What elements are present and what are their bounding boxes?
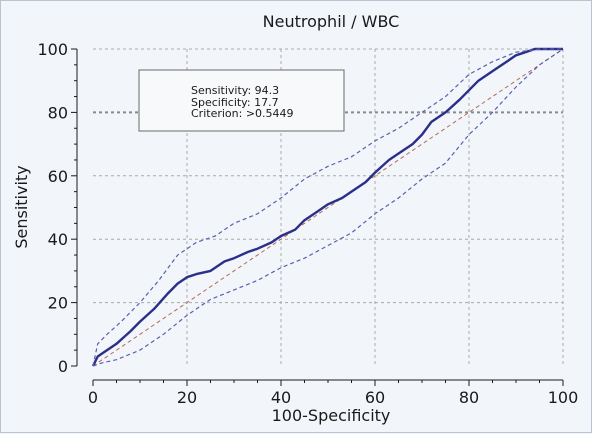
x-tick-label: 80 [459, 388, 479, 407]
x-tick-label: 60 [365, 388, 385, 407]
axes: 0 20 40 60 80 100 0 20 40 60 80 100 [37, 40, 578, 407]
x-axis-label: 100-Specificity [272, 406, 391, 425]
y-axis-label: Sensitivity [12, 165, 31, 248]
annotation-sensitivity: Sensitivity: 94.3 [191, 84, 279, 97]
annotation-box-frame [138, 69, 345, 132]
y-tick-label: 80 [48, 103, 68, 122]
chart-title: Neutrophil / WBC [263, 12, 400, 31]
annotation-box: Sensitivity: 94.3 Specificity: 17.7 Crit… [138, 69, 345, 132]
reference-line [92, 48, 564, 367]
y-tick-label: 40 [48, 230, 68, 249]
y-tick-label: 100 [37, 40, 68, 59]
reference-diagonal [92, 48, 564, 367]
x-tick-label: 0 [88, 388, 98, 407]
annotation-criterion: Criterion: >0.5449 [191, 107, 294, 120]
x-tick-label: 100 [548, 388, 579, 407]
y-tick-label: 0 [58, 357, 68, 376]
x-tick-label: 40 [271, 388, 291, 407]
x-tick-label: 20 [177, 388, 197, 407]
annotation-specificity: Specificity: 17.7 [191, 96, 279, 109]
y-tick-label: 20 [48, 294, 68, 313]
roc-curve [91, 47, 563, 367]
lower-confidence-curve [92, 48, 564, 367]
y-tick-label: 60 [48, 167, 68, 186]
upper-confidence-curve [92, 48, 563, 367]
series-group [91, 47, 564, 367]
